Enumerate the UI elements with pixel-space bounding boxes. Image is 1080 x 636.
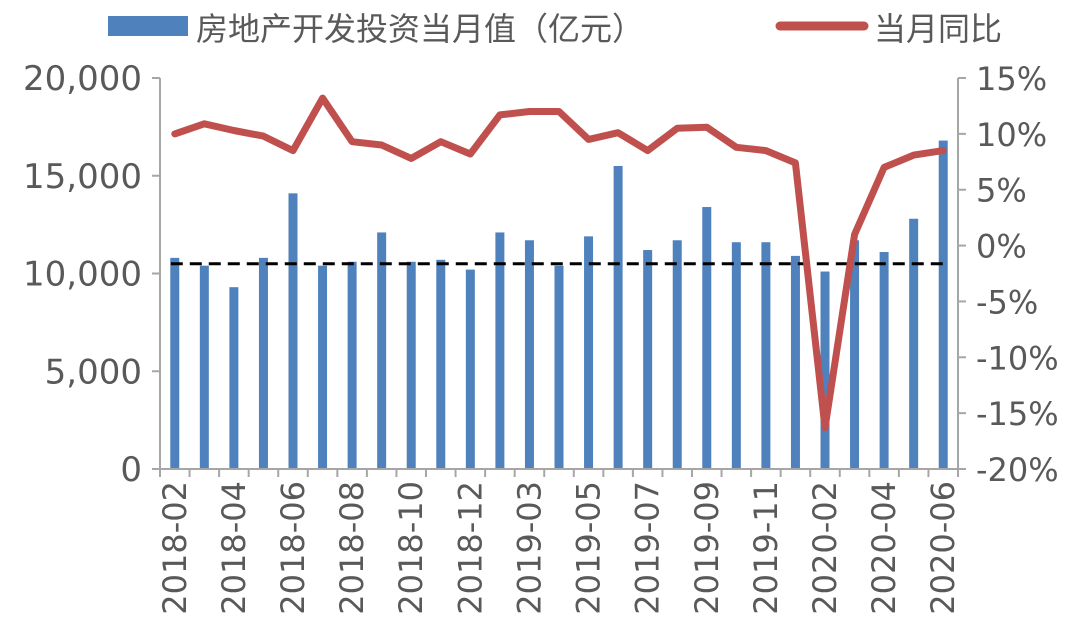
bar — [170, 257, 180, 469]
y-right-tick-label: -15% — [976, 395, 1059, 433]
bar — [258, 257, 268, 469]
x-tick-label: 2020-06 — [924, 481, 962, 615]
line-point — [379, 143, 384, 148]
bar — [465, 269, 475, 469]
bar — [554, 265, 564, 469]
legend: 房地产开发投资当月值（亿元） 当月同比 — [108, 10, 1002, 48]
y-right-tick-label: -5% — [976, 283, 1038, 321]
bar — [850, 240, 860, 469]
y-left-tick-label: 15,000 — [23, 157, 142, 197]
bar — [820, 271, 830, 469]
bar — [909, 218, 919, 469]
line-point — [793, 160, 798, 165]
line-point — [852, 232, 857, 237]
bar — [613, 165, 623, 469]
y-left-tick-label: 10,000 — [23, 255, 142, 295]
x-tick-label: 2019-03 — [510, 481, 548, 615]
line-point — [291, 148, 295, 153]
bar — [938, 140, 948, 469]
y-left-tick-label: 5,000 — [45, 352, 142, 392]
line-point — [763, 148, 768, 153]
line-point — [645, 148, 650, 153]
bar — [347, 261, 357, 469]
line-point — [704, 125, 709, 130]
legend-bar-swatch — [108, 16, 188, 36]
x-tick-label: 2019-11 — [747, 481, 785, 615]
bar — [288, 193, 298, 469]
line-point — [882, 165, 887, 170]
x-tick-label: 2018-02 — [156, 481, 194, 615]
y-right-tick-label: 10% — [976, 116, 1047, 154]
line-point — [350, 139, 355, 144]
line-series — [171, 94, 947, 432]
line-point — [497, 112, 502, 117]
line-point — [586, 137, 591, 142]
line-point — [941, 148, 946, 153]
line-point — [320, 96, 325, 101]
x-tick-label: 2018-06 — [274, 481, 312, 615]
line-point — [261, 134, 266, 139]
line-point — [675, 126, 680, 131]
bar — [879, 251, 889, 469]
bar — [790, 255, 800, 469]
x-tick-label: 2020-04 — [865, 481, 903, 615]
line-point — [438, 139, 443, 144]
bar — [702, 207, 712, 469]
bar — [199, 265, 209, 469]
x-tick-label: 2019-07 — [629, 481, 667, 615]
axes: 0 5,000 10,000 15,000 20,000 -20% -15% -10% -5% 0… — [23, 59, 1059, 615]
legend-bar-label: 房地产开发投资当月值（亿元） — [196, 10, 644, 48]
y-right-tick-label: 0% — [976, 228, 1027, 266]
bar — [229, 287, 239, 469]
bar — [731, 242, 741, 469]
x-tick-label: 2019-05 — [570, 481, 608, 615]
bar-series — [170, 140, 948, 469]
line-point — [172, 131, 177, 136]
legend-line-label: 当月同比 — [874, 10, 1002, 48]
line-point — [468, 151, 473, 156]
bar — [495, 232, 505, 469]
line-point — [409, 156, 414, 161]
bar — [436, 259, 446, 469]
line-point — [616, 130, 621, 135]
x-tick-label: 2018-04 — [215, 481, 253, 615]
y-left-tick-label: 0 — [120, 450, 142, 490]
line-point — [231, 128, 236, 133]
bar — [406, 261, 416, 469]
y-right-tick-label: -20% — [976, 451, 1059, 489]
y-right-tick-label: -10% — [976, 339, 1059, 377]
x-tick-label: 2018-10 — [392, 481, 430, 615]
x-tick-label: 2018-08 — [333, 481, 371, 615]
y-left-tick-label: 20,000 — [23, 59, 142, 99]
bar — [377, 232, 387, 469]
line-point — [202, 121, 207, 126]
line-point — [911, 153, 916, 158]
bar — [672, 240, 682, 469]
line-point — [734, 145, 739, 150]
bar — [761, 242, 771, 469]
bar — [318, 265, 328, 469]
y-right-tick-label: 15% — [976, 60, 1047, 98]
y-right-tick-label: 5% — [976, 172, 1027, 210]
bar — [643, 250, 653, 469]
line-point — [823, 425, 827, 430]
bar — [524, 240, 534, 469]
x-tick-label: 2020-02 — [806, 481, 844, 615]
bar — [584, 236, 594, 469]
line-point — [527, 109, 532, 114]
line-point — [557, 109, 561, 114]
x-tick-label: 2019-09 — [688, 481, 726, 615]
x-tick-label: 2018-12 — [451, 481, 489, 615]
